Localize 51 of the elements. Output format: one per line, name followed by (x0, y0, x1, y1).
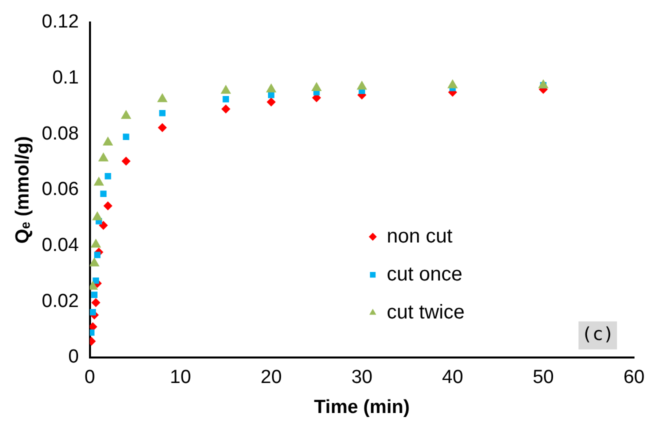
y-tick-label: 0.12 (42, 12, 79, 33)
x-tick-label: 60 (623, 367, 645, 388)
point (221, 104, 230, 114)
legend-label: cut once (386, 263, 462, 286)
point (122, 156, 131, 166)
point (102, 136, 114, 146)
point (311, 82, 322, 92)
legend-label: cut twice (386, 301, 465, 324)
x-tick-label: 30 (351, 367, 372, 388)
x-tick-label: 0 (84, 367, 96, 388)
x-tick-label: 10 (170, 367, 192, 388)
point (94, 252, 100, 258)
point (538, 79, 548, 88)
point (90, 257, 100, 266)
point (120, 110, 132, 119)
point (92, 211, 103, 220)
x-tick-label: 20 (260, 367, 282, 388)
x-tick-label: 50 (532, 367, 554, 388)
y-axis-title: Qₑ (mmol/g) (12, 136, 34, 244)
point (94, 176, 104, 186)
point (220, 84, 232, 94)
point (159, 110, 166, 116)
point (158, 123, 167, 132)
x-axis-title: Time (min) (314, 396, 410, 418)
point (90, 308, 96, 316)
point (266, 83, 276, 92)
point (92, 277, 100, 284)
point (90, 238, 102, 248)
point (222, 96, 230, 102)
legend-label: non cut (386, 225, 453, 248)
point (91, 298, 100, 308)
y-tick-label: 0.02 (42, 290, 79, 312)
point (122, 134, 130, 140)
point (157, 93, 168, 102)
point (104, 173, 112, 180)
annotation: (c) (581, 324, 614, 346)
point (356, 80, 368, 90)
point (91, 292, 98, 298)
point (98, 220, 108, 230)
y-tick-label: 0.08 (42, 123, 79, 144)
point (100, 190, 107, 197)
point (447, 79, 458, 88)
point (90, 329, 95, 336)
point (266, 97, 276, 106)
y-tick-label: 0.06 (42, 179, 79, 200)
y-tick-label: 0 (68, 346, 79, 368)
x-tick-label: 40 (442, 367, 464, 388)
point (103, 201, 112, 210)
y-tick-label: 0.04 (42, 234, 80, 256)
y-tick-label: 0.1 (52, 67, 79, 88)
point (98, 152, 109, 162)
